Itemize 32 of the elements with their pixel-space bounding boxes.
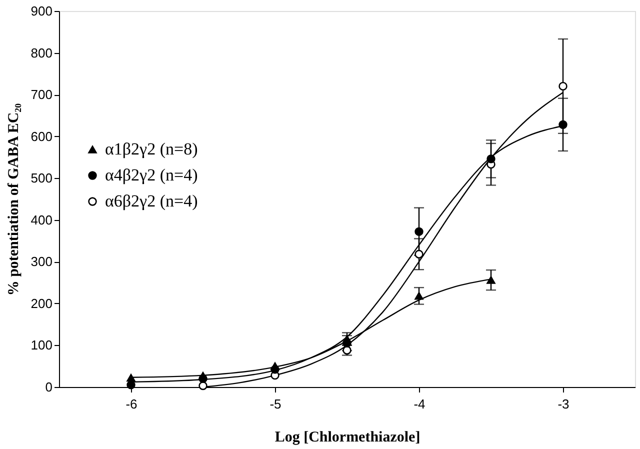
y-tick-label: 600 — [30, 128, 52, 144]
y-tick-label: 100 — [30, 338, 52, 353]
point — [198, 372, 208, 380]
point — [558, 82, 568, 91]
y-tick-label: 700 — [30, 87, 52, 102]
x-tick-label: -3 — [558, 396, 570, 412]
point — [414, 227, 424, 236]
point — [414, 292, 424, 300]
point — [126, 374, 136, 382]
x-tick-label: -6 — [126, 396, 138, 412]
y-tick-label: 800 — [30, 45, 52, 60]
y-tick-label: 500 — [30, 170, 52, 186]
x-axis-title: Log [Chlormethiazole] — [274, 430, 420, 446]
point — [270, 362, 280, 370]
point — [486, 154, 496, 164]
y-tick-label: 200 — [30, 296, 52, 311]
point — [342, 335, 352, 343]
point — [414, 250, 424, 258]
legend-label: α4β2γ2 (n=4) — [105, 166, 198, 184]
y-tick-label: 0 — [45, 380, 52, 394]
point — [126, 380, 136, 390]
x-tick-label: -5 — [270, 396, 282, 412]
y-tick-label: 400 — [30, 212, 52, 228]
x-tick-label: -4 — [414, 396, 426, 412]
legend-label: α1β2γ2 (n=8) — [105, 140, 198, 158]
legend-label: α6β2γ2 (n=4) — [105, 192, 198, 210]
y-tick-label: 900 — [30, 4, 52, 18]
point — [558, 120, 568, 129]
y-tick-label: 300 — [30, 254, 52, 270]
point — [198, 381, 208, 390]
y-axis-title: % potentiation of GABA EC₂₀ — [6, 102, 22, 296]
point — [486, 276, 496, 284]
